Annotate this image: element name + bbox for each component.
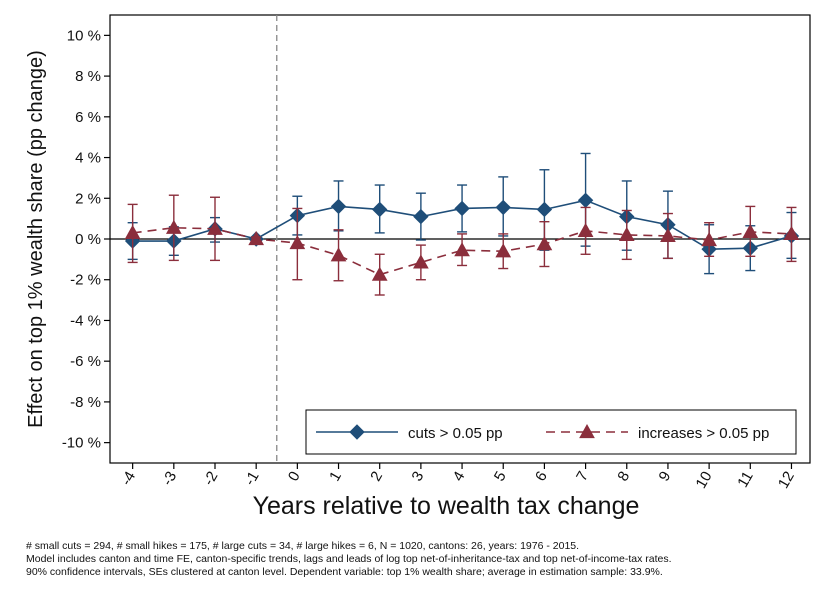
data-point	[330, 247, 347, 262]
x-axis: -4 -3 -2 -1 0 1 2 3 4 5 6 7 8 9 10 11 12	[118, 463, 798, 491]
x-tick-label: 9	[656, 469, 675, 485]
data-point	[495, 243, 512, 258]
notes-line-2: Model includes canton and time FE, canto…	[26, 553, 672, 565]
y-tick-label: 8 %	[75, 68, 101, 85]
y-tick-label: -4 %	[70, 312, 101, 329]
y-tick-label: -6 %	[70, 353, 101, 370]
data-point	[577, 192, 594, 209]
data-point	[536, 201, 553, 218]
x-tick-label: 12	[775, 469, 798, 492]
series-layer	[124, 152, 800, 296]
series-increases	[124, 194, 800, 296]
data-point	[618, 226, 635, 242]
data-point	[742, 223, 759, 238]
notes-line-1: # small cuts = 294, # small hikes = 175,…	[26, 540, 580, 552]
data-point	[495, 199, 511, 216]
x-tick-label: 1	[326, 469, 345, 485]
data-point	[454, 200, 470, 217]
notes-line-3: 90% confidence intervals, SEs clustered …	[26, 566, 663, 578]
x-tick-label: 3	[408, 469, 427, 485]
data-point	[207, 220, 223, 235]
x-tick-label: -4	[118, 469, 139, 489]
y-tick-label: -8 %	[70, 394, 101, 411]
data-point	[413, 208, 429, 225]
x-tick-label: 6	[532, 469, 551, 485]
y-tick-label: 6 %	[75, 109, 101, 126]
data-point	[124, 224, 141, 239]
data-point	[330, 198, 347, 215]
y-tick-label: 2 %	[75, 190, 101, 207]
x-tick-label: 8	[614, 469, 633, 485]
x-tick-label: 2	[367, 469, 386, 485]
data-point	[660, 227, 676, 243]
y-tick-label: -2 %	[70, 272, 101, 289]
legend-marker-increases	[579, 423, 595, 439]
data-point	[701, 231, 717, 247]
event-study-chart: -10 % -8 % -6 % -4 % -2 % 0 % 2 % 4 % 6 % 8 % 10 %…	[25, 14, 811, 520]
x-axis-title: Years relative to wealth tax change	[253, 492, 640, 520]
x-tick-label: -3	[159, 469, 180, 489]
legend-label-cuts: cuts > 0.05 pp	[408, 425, 503, 442]
x-tick-label: -2	[200, 469, 221, 489]
y-tick-label: 0 %	[75, 231, 101, 248]
data-point	[454, 242, 470, 257]
data-point	[248, 230, 265, 246]
data-point	[289, 235, 306, 250]
data-point	[783, 225, 800, 241]
x-tick-label: 4	[450, 469, 469, 485]
x-tick-label: 7	[573, 469, 592, 485]
legend: cuts > 0.05 pp increases > 0.05 pp	[305, 409, 797, 455]
x-tick-label: 0	[285, 469, 304, 485]
data-point	[536, 236, 553, 251]
y-tick-label: -10 %	[62, 435, 101, 452]
data-point	[371, 266, 388, 281]
x-tick-label: 5	[491, 469, 510, 485]
data-point	[165, 219, 182, 234]
series-line	[132, 226, 792, 276]
legend-marker-cuts	[349, 424, 365, 440]
y-axis-title: Effect on top 1% wealth share (pp change…	[25, 50, 47, 428]
data-point	[577, 222, 594, 237]
data-point	[413, 254, 429, 269]
data-point	[371, 201, 388, 218]
chart-notes: # small cuts = 294, # small hikes = 175,…	[26, 540, 816, 579]
y-tick-label: 10 %	[67, 27, 101, 44]
x-tick-label: -1	[241, 469, 262, 489]
y-tick-label: 4 %	[75, 150, 101, 167]
x-tick-label: 10	[693, 469, 716, 492]
x-tick-label: 11	[734, 469, 757, 491]
legend-label-increases: increases > 0.05 pp	[638, 425, 769, 442]
y-axis: -10 % -8 % -6 % -4 % -2 % 0 % 2 % 4 % 6 % 8 % 10 %	[62, 27, 110, 452]
